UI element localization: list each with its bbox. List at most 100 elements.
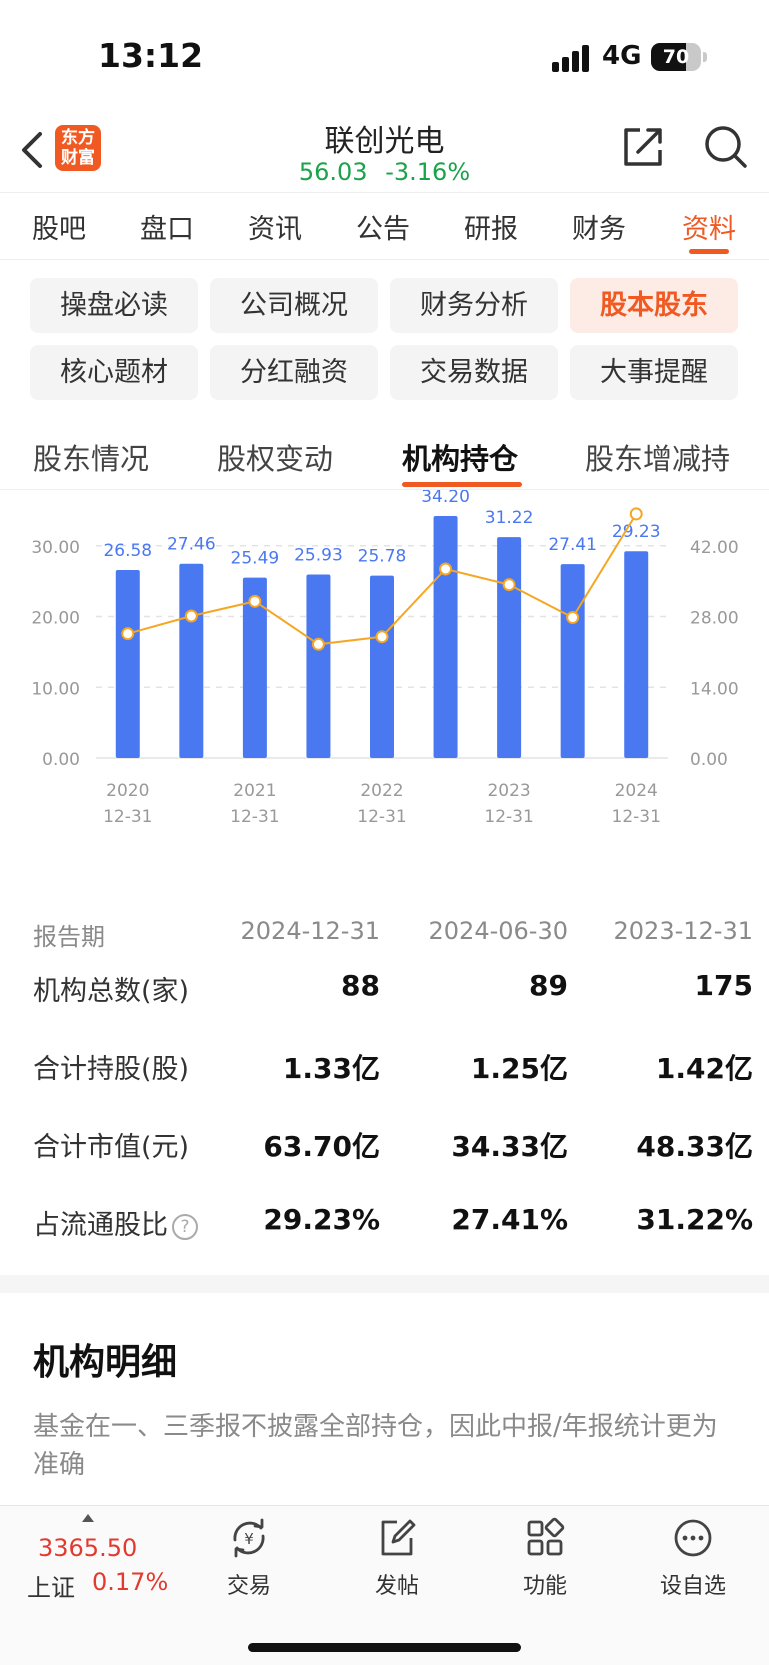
back-button[interactable] <box>18 128 48 172</box>
bar <box>560 564 585 758</box>
tab-research[interactable]: 研报 <box>464 214 518 245</box>
left-axis-tick: 30.00 <box>31 538 80 558</box>
chip-trading-guide[interactable]: 操盘必读 <box>30 278 198 333</box>
bar <box>306 574 331 758</box>
stock-header: 联创光电 56.03 -3.16% 东方 财富 <box>0 110 769 192</box>
table-header-period-2: 2024-06-30 <box>428 917 568 945</box>
bar-data-label: 29.23 <box>612 522 661 542</box>
subtab-shareholders[interactable]: 股东情况 <box>33 442 150 476</box>
bar <box>179 563 204 758</box>
expand-up-icon[interactable] <box>82 1514 94 1522</box>
status-bar: 13:12 4G 70 <box>0 0 769 110</box>
subtab-institutional-holdings[interactable]: 机构持仓 <box>402 442 519 476</box>
tab-guba[interactable]: 股吧 <box>32 214 86 245</box>
index-change[interactable]: 0.17% <box>92 1568 169 1596</box>
tab-pankou[interactable]: 盘口 <box>140 214 194 245</box>
holdings-chart-svg: 40.0056.0030.0042.0020.0028.0010.0014.00… <box>31 490 739 827</box>
subtab-equity-change[interactable]: 股权变动 <box>217 442 334 476</box>
chip-dividend-financing[interactable]: 分红融资 <box>210 345 378 400</box>
tab-announcements[interactable]: 公告 <box>356 214 410 245</box>
bottom-bar: 3365.50 上证 0.17% ¥ 交易 发帖 功能 <box>0 1505 769 1665</box>
x-tick-year: 2023 <box>487 781 530 801</box>
line-point <box>184 609 198 623</box>
index-value[interactable]: 3365.50 <box>38 1534 138 1562</box>
chevron-left-icon <box>22 132 42 168</box>
chip-event-reminder[interactable]: 大事提醒 <box>570 345 738 400</box>
search-icon <box>705 126 747 168</box>
yen-cycle-icon: ¥ <box>233 1518 265 1558</box>
line-point <box>311 637 325 651</box>
bar-data-label: 34.20 <box>421 490 470 507</box>
row-label-total-shares: 合计持股(股) <box>33 1054 190 1085</box>
battery-level: 70 <box>662 46 690 68</box>
section-divider <box>0 1275 769 1293</box>
chip-financial-analysis[interactable]: 财务分析 <box>390 278 558 333</box>
tab-active-indicator <box>689 249 729 254</box>
table-header-period-1: 2024-12-31 <box>240 917 380 945</box>
logo-text-bottom: 财富 <box>61 148 95 168</box>
left-axis-tick: 20.00 <box>31 609 80 629</box>
table-cell: 88 <box>341 969 380 1002</box>
tab-news[interactable]: 资讯 <box>248 214 302 245</box>
table-cell: 1.25亿 <box>470 1052 568 1085</box>
table-cell: 175 <box>694 969 753 1002</box>
bar <box>242 577 267 758</box>
more-icon <box>674 1519 712 1557</box>
search-button[interactable] <box>703 124 749 170</box>
nav-post-label: 发帖 <box>374 1574 419 1599</box>
table-cell: 1.33亿 <box>282 1052 380 1085</box>
battery-tip <box>703 52 707 62</box>
main-tabs: 股吧 盘口 资讯 公告 研报 财务 资料 <box>0 192 769 260</box>
table-cell: 31.22% <box>636 1203 753 1236</box>
help-icon[interactable]: ? <box>172 1213 198 1240</box>
share-button[interactable] <box>620 124 666 170</box>
nav-functions-label: 功能 <box>522 1574 567 1599</box>
chip-company-overview[interactable]: 公司概况 <box>210 278 378 333</box>
right-axis-tick: 14.00 <box>690 679 739 699</box>
line-point <box>629 507 643 521</box>
stock-price: 56.03 <box>298 158 368 186</box>
bar-data-label: 25.78 <box>358 547 407 567</box>
logo-text-top: 东方 <box>61 128 95 148</box>
table-cell: 34.33亿 <box>451 1130 568 1163</box>
table-cell: 29.23% <box>263 1203 380 1236</box>
table-cell: 27.41% <box>451 1203 568 1236</box>
home-indicator <box>248 1643 521 1652</box>
x-tick-year: 2024 <box>615 781 658 801</box>
bar <box>115 569 140 758</box>
right-axis-tick: 42.00 <box>690 538 739 558</box>
right-axis-tick: 0.00 <box>690 750 728 770</box>
left-axis-tick: 0.00 <box>42 750 80 770</box>
yen-glyph: ¥ <box>244 1530 254 1548</box>
stock-quote: 56.03 -3.16% <box>0 158 769 186</box>
nav-trade-button[interactable]: ¥ 交易 <box>199 1516 299 1600</box>
bar-data-label: 31.22 <box>485 508 534 528</box>
line-point <box>121 627 135 641</box>
row-label-float-ratio: 占流通股比? <box>33 1203 198 1242</box>
nav-watchlist-label: 设自选 <box>659 1574 726 1599</box>
stock-name: 联创光电 <box>324 124 445 159</box>
table-header-period-3: 2023-12-31 <box>613 917 753 945</box>
brand-logo[interactable]: 东方 财富 <box>55 125 101 171</box>
x-tick-date: 12-31 <box>612 807 661 827</box>
nav-watchlist-button[interactable]: 设自选 <box>643 1516 743 1600</box>
bar-data-label: 26.58 <box>103 541 152 561</box>
bar <box>433 516 458 758</box>
nav-post-button[interactable]: 发帖 <box>347 1516 447 1600</box>
line-point <box>439 562 453 576</box>
tab-finance[interactable]: 财务 <box>572 214 626 245</box>
stock-change: -3.16% <box>385 158 471 186</box>
bar <box>497 537 522 758</box>
network-label: 4G <box>602 41 642 71</box>
table-cell: 63.70亿 <box>263 1130 380 1163</box>
chip-share-capital[interactable]: 股本股东 <box>570 278 738 333</box>
nav-functions-button[interactable]: 功能 <box>495 1516 595 1600</box>
chip-core-themes[interactable]: 核心题材 <box>30 345 198 400</box>
subtab-holding-changes[interactable]: 股东增减持 <box>585 442 731 476</box>
chip-trading-data[interactable]: 交易数据 <box>390 345 558 400</box>
index-name[interactable]: 上证 <box>27 1574 75 1602</box>
line-point <box>566 611 580 625</box>
tab-profile[interactable]: 资料 <box>682 214 736 245</box>
x-tick-date: 12-31 <box>103 807 152 827</box>
bar <box>624 551 649 758</box>
